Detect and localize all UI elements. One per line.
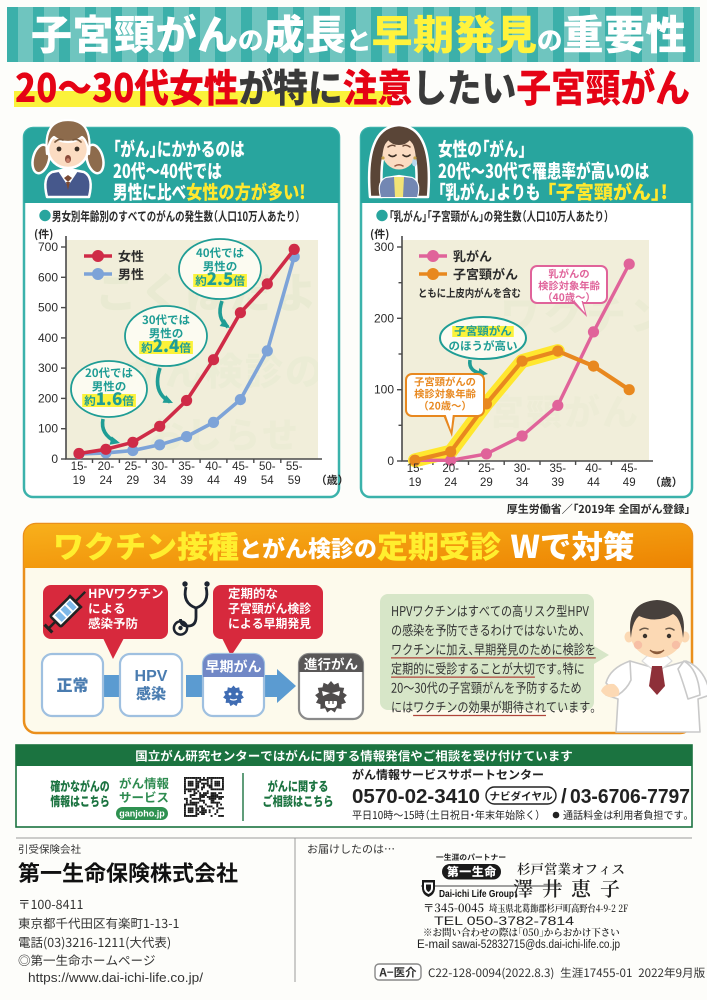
svg-text:15-: 15-: [71, 461, 88, 473]
svg-text:54: 54: [261, 475, 274, 487]
svg-text:25-: 25-: [478, 463, 495, 475]
svg-text:15-: 15-: [407, 463, 424, 475]
svg-text:sawai-52832715@ds.dai-ichi-lif: sawai-52832715@ds.dai-ichi-life.co.jp: [452, 939, 620, 951]
svg-text:0: 0: [387, 454, 394, 468]
svg-text:https://www.dai-ichi-life.co.j: https://www.dai-ichi-life.co.jp/: [28, 971, 204, 985]
svg-text:34: 34: [153, 475, 166, 487]
svg-text:35-: 35-: [178, 461, 195, 473]
svg-text:E-mail: E-mail: [417, 939, 450, 951]
svg-text:25-: 25-: [124, 461, 141, 473]
svg-text:45-: 45-: [232, 461, 249, 473]
svg-text:0: 0: [51, 452, 58, 466]
svg-text:49: 49: [234, 475, 247, 487]
svg-text:TEL 050-3782-7814: TEL 050-3782-7814: [434, 914, 574, 928]
svg-text:40-: 40-: [205, 461, 222, 473]
svg-text:19: 19: [73, 475, 86, 487]
svg-text:300: 300: [38, 361, 58, 375]
svg-text:200: 200: [374, 311, 394, 325]
svg-text:/: /: [561, 785, 567, 808]
svg-text:ganjoho.jp: ganjoho.jp: [119, 809, 165, 819]
svg-text:200: 200: [38, 391, 58, 405]
svg-text:40-: 40-: [585, 463, 602, 475]
svg-text:55-: 55-: [286, 461, 303, 473]
svg-text:24: 24: [444, 477, 457, 489]
svg-text:100: 100: [374, 383, 394, 397]
svg-text:19: 19: [409, 477, 422, 489]
svg-text:39: 39: [180, 475, 193, 487]
svg-text:45-: 45-: [621, 463, 638, 475]
svg-text:Dai-ichi Life Group: Dai-ichi Life Group: [439, 888, 514, 900]
svg-text:49: 49: [623, 477, 636, 489]
svg-text:300: 300: [374, 240, 394, 254]
svg-text:600: 600: [38, 270, 58, 284]
svg-text:20-: 20-: [442, 463, 459, 475]
svg-text:44: 44: [207, 475, 220, 487]
svg-text:30-: 30-: [151, 461, 168, 473]
svg-text:700: 700: [38, 240, 58, 254]
svg-text:50-: 50-: [259, 461, 276, 473]
svg-text:100: 100: [38, 422, 58, 436]
svg-text:500: 500: [38, 301, 58, 315]
svg-text:34: 34: [516, 477, 529, 489]
svg-text:20-: 20-: [98, 461, 115, 473]
svg-text:59: 59: [288, 475, 301, 487]
svg-text:29: 29: [126, 475, 139, 487]
svg-text:35-: 35-: [549, 463, 566, 475]
svg-text:44: 44: [587, 477, 600, 489]
svg-text:39: 39: [551, 477, 564, 489]
svg-text:HPV: HPV: [135, 668, 168, 685]
svg-text:30-: 30-: [514, 463, 531, 475]
svg-text:0570-02-3410: 0570-02-3410: [352, 785, 480, 808]
svg-text:03-6706-7797: 03-6706-7797: [570, 785, 690, 808]
svg-text:24: 24: [100, 475, 113, 487]
svg-text:29: 29: [480, 477, 493, 489]
svg-text:400: 400: [38, 331, 58, 345]
